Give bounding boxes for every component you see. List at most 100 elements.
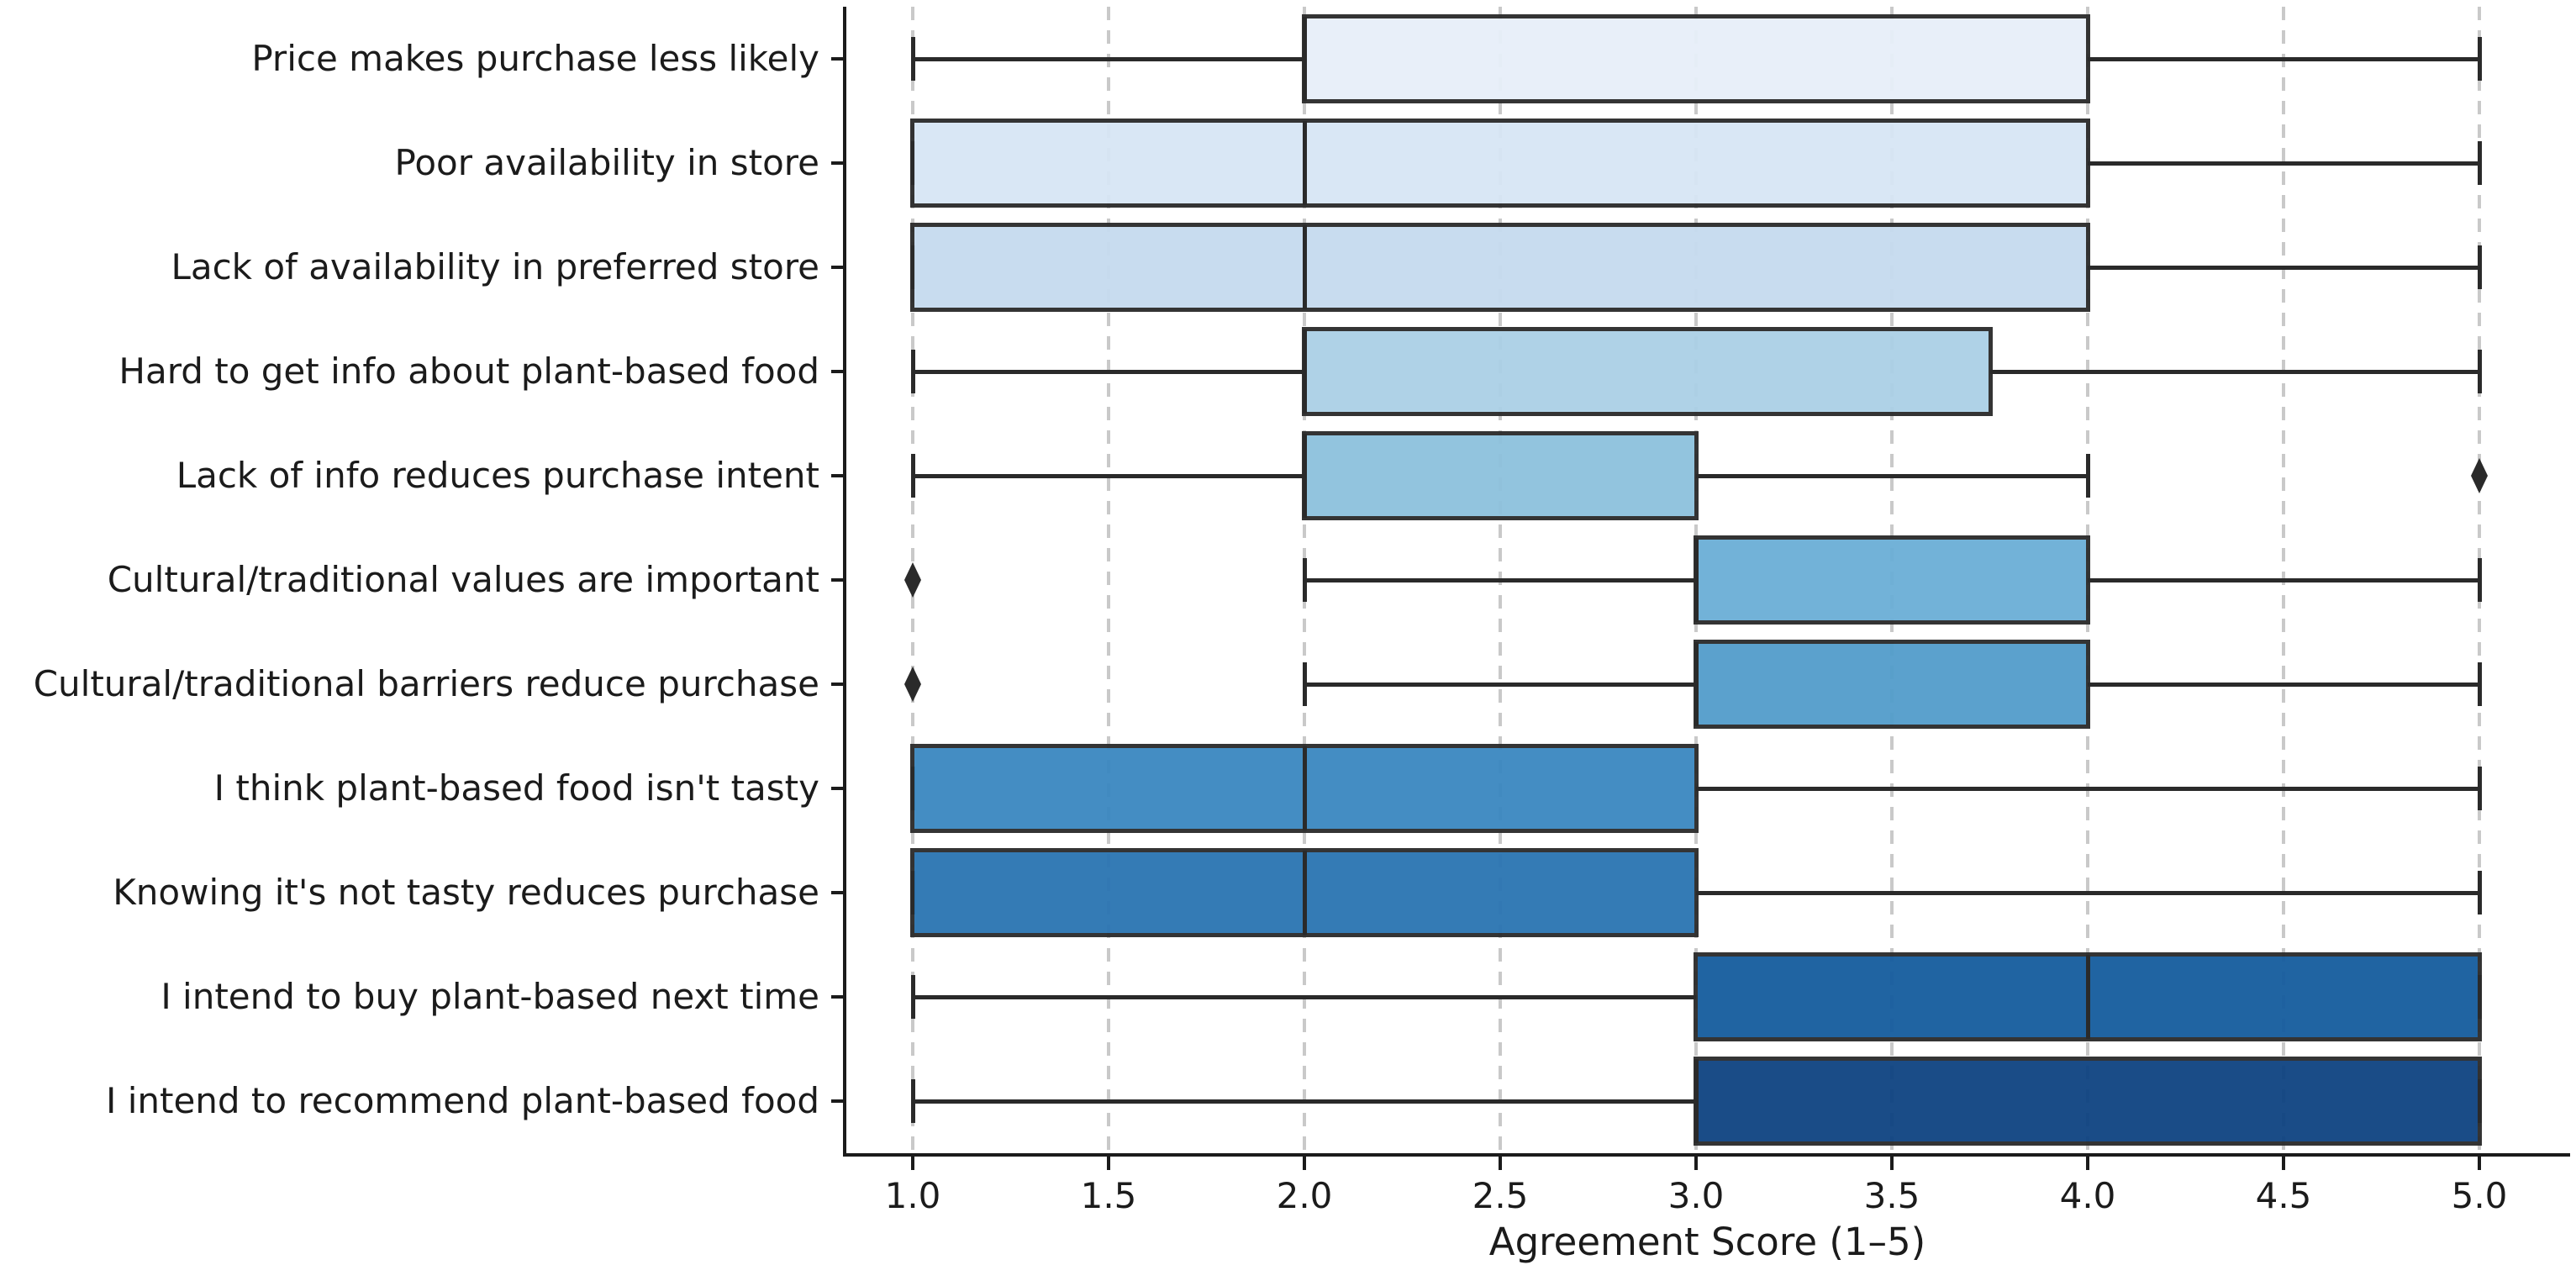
whisker-low [913,1099,1696,1104]
whisker-cap [1302,662,1307,706]
whisker-cap [1302,558,1307,602]
whisker-high [2088,56,2479,61]
median-line [1302,851,1307,935]
box [1302,14,2090,103]
x-tick-label: 5.0 [2451,1175,2508,1216]
whisker-low [913,369,1304,374]
bottom-spine [843,1153,2570,1157]
box [1694,1057,2482,1146]
whisker-cap [910,975,915,1019]
whisker-high [1696,890,2479,895]
whisker-low [1304,577,1696,582]
box [1694,535,2090,625]
y-tick-mark [831,57,845,61]
whisker-cap [2477,141,2482,185]
x-tick-mark [1107,1157,1110,1170]
median-line [2085,955,2090,1039]
whisker-cap [910,350,915,393]
whisker-cap [2477,37,2482,81]
median-line [1694,642,1699,726]
median-line [1302,329,1307,414]
box [910,223,2090,312]
y-tick-label: Knowing it's not tasty reduces purchase [113,872,819,913]
x-tick-label: 3.5 [1863,1175,1920,1216]
median-line [1302,434,1307,518]
y-tick-mark [831,891,845,894]
y-tick-mark [831,266,845,269]
outlier-marker [904,667,921,702]
y-tick-mark [831,578,845,582]
y-tick-mark [831,370,845,373]
y-tick-label: I intend to buy plant-based next time [161,976,819,1017]
whisker-high [1989,369,2479,374]
y-tick-mark [831,683,845,686]
whisker-high [2088,161,2479,166]
whisker-cap [2477,871,2482,914]
whisker-cap [2477,245,2482,289]
median-line [1694,538,1699,622]
y-tick-label: Hard to get info about plant-based food [119,351,819,392]
x-tick-mark [2282,1157,2285,1170]
x-tick-label: 1.0 [884,1175,941,1216]
whisker-cap [2477,767,2482,810]
whisker-high [2088,265,2479,270]
whisker-cap [910,37,915,81]
x-axis-label: Agreement Score (1–5) [1488,1220,1926,1264]
box [1302,431,1699,520]
whisker-cap [910,1079,915,1123]
x-tick-mark [1890,1157,1894,1170]
x-tick-mark [1303,1157,1306,1170]
whisker-cap [2085,454,2090,498]
whisker-cap [2477,558,2482,602]
whisker-low [1304,682,1696,687]
median-line [1302,17,1307,101]
median-line [1302,121,1307,205]
x-tick-mark [2478,1157,2481,1170]
y-tick-label: Lack of info reduces purchase intent [176,455,819,496]
x-tick-mark [911,1157,914,1170]
x-tick-label: 2.0 [1276,1175,1333,1216]
whisker-high [1696,473,2088,478]
x-tick-label: 2.5 [1472,1175,1529,1216]
outlier-marker [2471,458,2488,493]
x-tick-label: 4.5 [2255,1175,2312,1216]
left-spine [843,7,846,1155]
box [1694,640,2090,729]
x-tick-label: 1.5 [1080,1175,1137,1216]
whisker-low [913,56,1304,61]
y-tick-label: Poor availability in store [394,142,819,183]
box [1302,327,1993,416]
y-tick-mark [831,161,845,165]
y-tick-label: Price makes purchase less likely [251,38,819,79]
y-tick-mark [831,995,845,999]
whisker-low [913,473,1304,478]
x-tick-mark [2086,1157,2089,1170]
whisker-cap [2477,350,2482,393]
outlier-marker [904,562,921,598]
y-tick-mark [831,787,845,790]
y-tick-mark [831,1099,845,1103]
y-tick-label: Lack of availability in preferred store [171,246,819,287]
x-tick-mark [1694,1157,1698,1170]
whisker-high [1696,786,2479,791]
y-tick-label: I intend to recommend plant-based food [105,1080,819,1121]
median-line [1302,746,1307,830]
y-tick-label: I think plant-based food isn't tasty [213,767,819,809]
x-tick-label: 4.0 [2059,1175,2116,1216]
median-line [1302,225,1307,309]
whisker-high [2088,577,2479,582]
y-tick-label: Cultural/traditional barriers reduce pur… [33,663,819,704]
whisker-high [2088,682,2479,687]
gridline [1107,7,1110,1153]
box [910,119,2090,208]
median-line [1694,1059,1699,1143]
x-tick-label: 3.0 [1667,1175,1725,1216]
whisker-low [913,994,1696,999]
x-tick-mark [1499,1157,1502,1170]
y-tick-label: Cultural/traditional values are importan… [107,559,819,600]
whisker-cap [910,454,915,498]
whisker-cap [2477,662,2482,706]
y-tick-mark [831,474,845,477]
